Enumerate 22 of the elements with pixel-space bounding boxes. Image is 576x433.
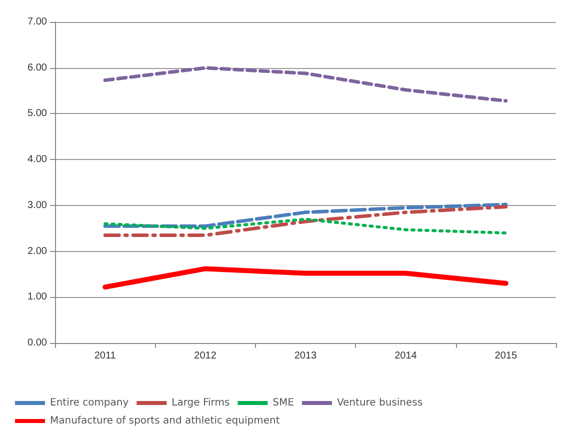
line-series — [103, 205, 508, 237]
line-series — [103, 202, 508, 228]
legend-label: Entire company — [50, 398, 129, 408]
y-tick-label: 6.00 — [28, 62, 48, 74]
legend-label: Large Firms — [172, 398, 230, 408]
legend-label: Venture business — [336, 398, 423, 408]
y-tick-label: 5.00 — [28, 108, 48, 120]
x-tick-label: 2014 — [394, 350, 418, 362]
y-tick-label: 2.00 — [28, 246, 48, 257]
y-tick-label: 1.00 — [28, 292, 48, 303]
y-tick-label: 0.00 — [28, 338, 48, 348]
y-tick-label: 4.00 — [28, 154, 48, 166]
x-tick-label: 2011 — [94, 350, 116, 362]
x-tick-label: 2015 — [494, 350, 518, 362]
legend-label: SME — [272, 398, 294, 408]
y-tick-label: 7.00 — [28, 16, 48, 28]
legend-label: Manufacture of sports and athletic equipment — [50, 416, 280, 426]
x-tick-label: 2013 — [294, 350, 318, 362]
line-series — [103, 66, 508, 103]
y-tick-label: 3.00 — [28, 200, 48, 211]
line-series — [104, 218, 508, 234]
x-tick-label: 2012 — [194, 350, 217, 362]
